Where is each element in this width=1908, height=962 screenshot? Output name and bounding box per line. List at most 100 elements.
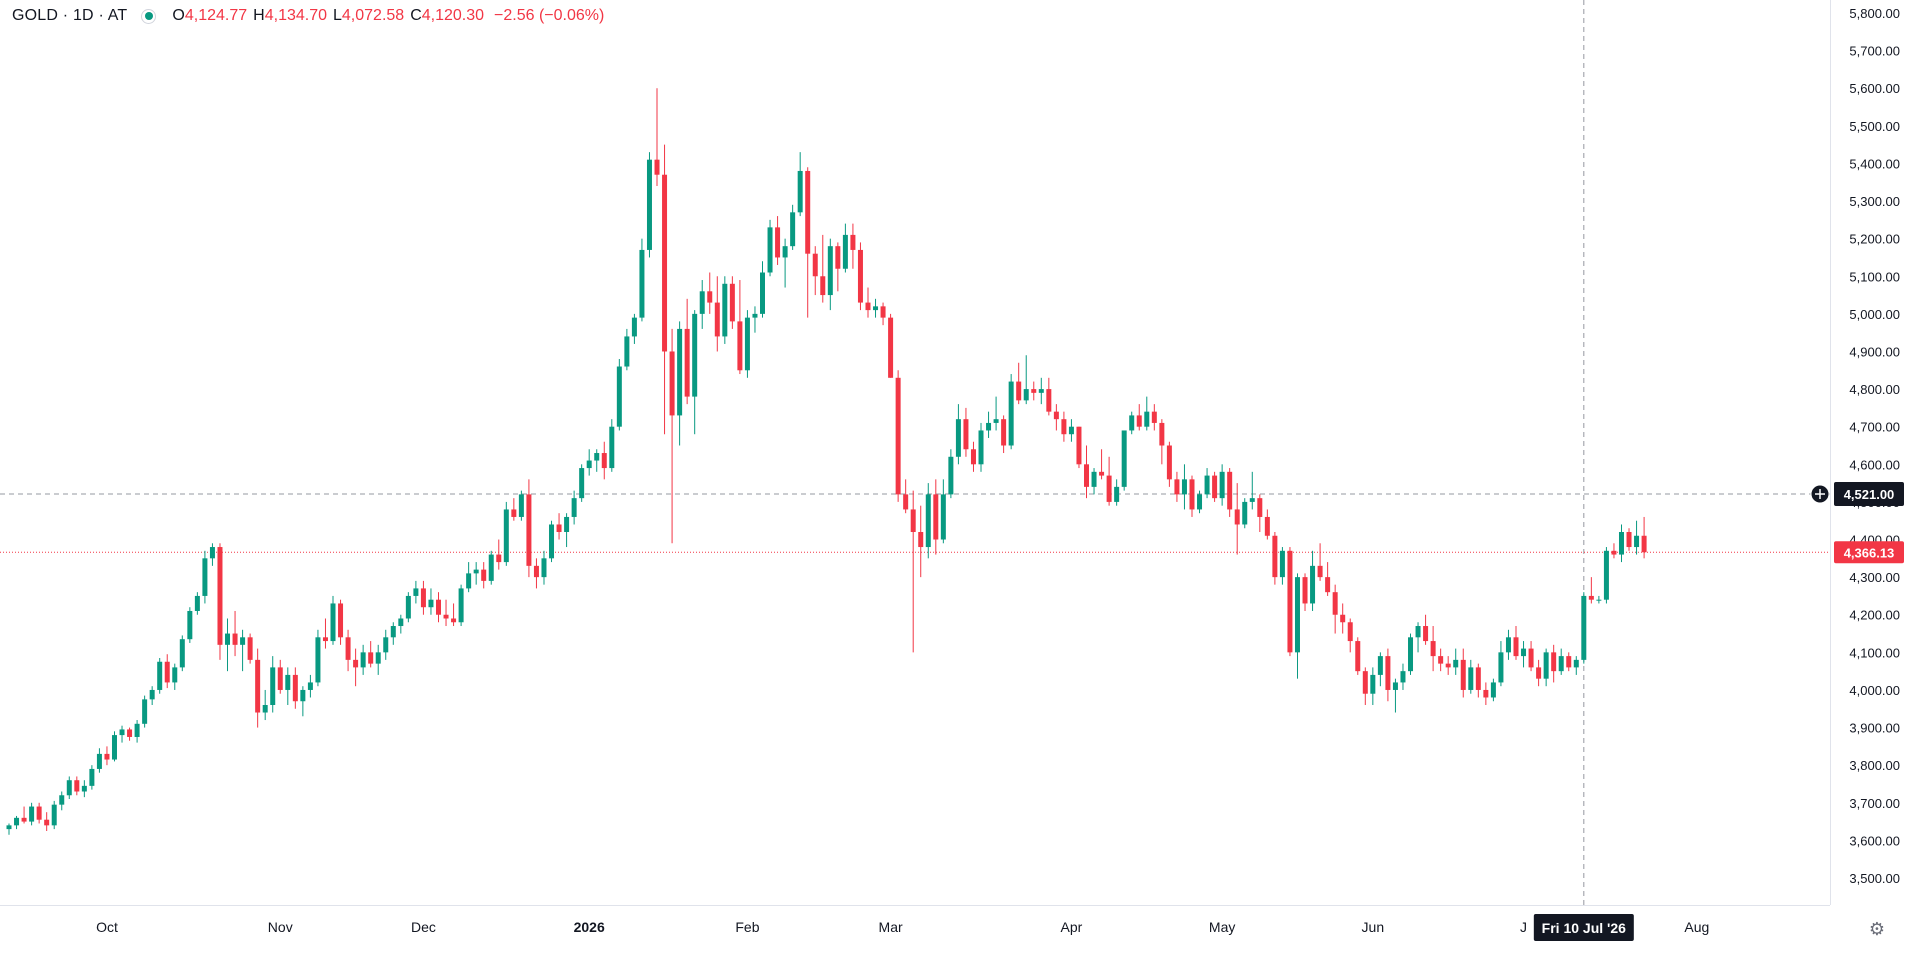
symbol-title[interactable]: GOLD · 1D · AT	[12, 7, 128, 24]
candle-body	[194, 595, 200, 611]
candle-body	[775, 227, 781, 258]
candle-body	[1490, 682, 1496, 698]
crosshair-date-label: Fri 10 Jul '26	[1542, 920, 1626, 936]
x-tick-label: J	[1520, 919, 1527, 935]
candle-body	[564, 516, 570, 532]
candle-body	[767, 227, 773, 273]
candle-body	[481, 569, 487, 581]
y-tick-label: 3,600.00	[1849, 833, 1900, 848]
candle-body	[609, 426, 615, 469]
y-tick-label: 3,500.00	[1849, 871, 1900, 886]
status-dot-icon	[141, 8, 157, 24]
low-value: 4,072.58	[341, 7, 405, 24]
candle-body	[1347, 622, 1353, 642]
crosshair-date-box	[1533, 914, 1634, 941]
candle-body	[89, 768, 95, 786]
candle-body	[1181, 479, 1187, 495]
candle-body	[1204, 475, 1210, 495]
high-label: H	[253, 7, 265, 24]
candle-body	[1513, 637, 1519, 657]
change-value: −2.56 (−0.06%)	[494, 7, 605, 24]
candle-body	[1340, 614, 1346, 623]
candle-body	[142, 699, 148, 724]
candle-body	[797, 170, 803, 213]
last-price-box	[1834, 541, 1904, 564]
candle-body	[880, 306, 886, 318]
candle-body	[428, 599, 434, 608]
candle-body	[398, 618, 404, 627]
candle-body	[330, 603, 336, 642]
gear-icon[interactable]: ⚙	[1868, 919, 1886, 939]
candle-body	[948, 456, 954, 495]
candle-body	[541, 558, 547, 578]
y-tick-label: 4,700.00	[1849, 420, 1900, 435]
candle-body	[752, 313, 758, 318]
candle-body	[322, 637, 328, 642]
candle-body	[692, 313, 698, 397]
candle-body	[6, 825, 12, 830]
candle-body	[1099, 471, 1105, 476]
candle-body	[1634, 535, 1640, 548]
candle-body	[812, 253, 818, 277]
candle-body	[1212, 475, 1218, 499]
candle-body	[1385, 656, 1391, 690]
x-tick-label: Mar	[879, 919, 903, 935]
candle-body	[1197, 494, 1203, 510]
low-label: L	[333, 7, 342, 24]
close-value: 4,120.30	[421, 7, 485, 24]
candle-body	[405, 595, 411, 619]
candle-body	[827, 246, 833, 296]
candle-body	[865, 302, 871, 311]
candle-body	[488, 554, 494, 581]
x-tick-label: Apr	[1061, 919, 1083, 935]
candle-body	[1121, 430, 1127, 487]
candle-body	[1626, 532, 1632, 548]
candle-body	[737, 321, 743, 371]
candle-body	[707, 291, 713, 303]
candle-body	[1355, 641, 1361, 672]
candle-body	[360, 652, 366, 668]
y-tick-label: 5,400.00	[1849, 156, 1900, 171]
candle-body	[51, 804, 57, 826]
candle-body	[81, 785, 87, 792]
candle-body	[255, 659, 261, 713]
y-tick-label: 3,900.00	[1849, 721, 1900, 736]
candle-body	[903, 494, 909, 510]
candle-body	[1551, 652, 1557, 672]
candle-body	[1453, 659, 1459, 668]
candle-body	[164, 661, 170, 683]
candle-body	[646, 159, 652, 250]
y-tick-label: 4,000.00	[1849, 683, 1900, 698]
candle-body	[820, 276, 826, 296]
x-tick-label: May	[1209, 919, 1235, 935]
candle-body	[172, 667, 178, 683]
candle-body	[225, 633, 231, 645]
candle-body	[1468, 667, 1474, 690]
candle-body	[1174, 479, 1180, 495]
high-value: 4,134.70	[264, 7, 327, 24]
candle-body	[1227, 471, 1233, 510]
y-tick-label: 4,200.00	[1849, 608, 1900, 623]
candle-body	[873, 306, 879, 311]
candle-body	[1144, 411, 1150, 427]
candle-body	[1618, 532, 1624, 555]
candle-body	[390, 626, 396, 638]
candle-body	[714, 302, 720, 337]
y-tick-label: 4,100.00	[1849, 645, 1900, 660]
candle-body	[526, 494, 532, 566]
candle-body	[1558, 656, 1564, 672]
candle-body	[1189, 479, 1195, 510]
candle-body	[29, 806, 35, 822]
x-tick-label: 2026	[574, 919, 605, 935]
candle-body	[533, 565, 539, 578]
candle-body	[1287, 550, 1293, 653]
y-tick-label: 5,700.00	[1849, 44, 1900, 59]
candle-body	[1061, 419, 1067, 435]
candle-body	[1498, 652, 1504, 683]
candle-body	[466, 573, 472, 589]
candle-body	[1528, 648, 1534, 668]
candle-body	[1166, 445, 1172, 480]
candle-body	[1038, 389, 1044, 393]
candle-body	[285, 674, 291, 690]
